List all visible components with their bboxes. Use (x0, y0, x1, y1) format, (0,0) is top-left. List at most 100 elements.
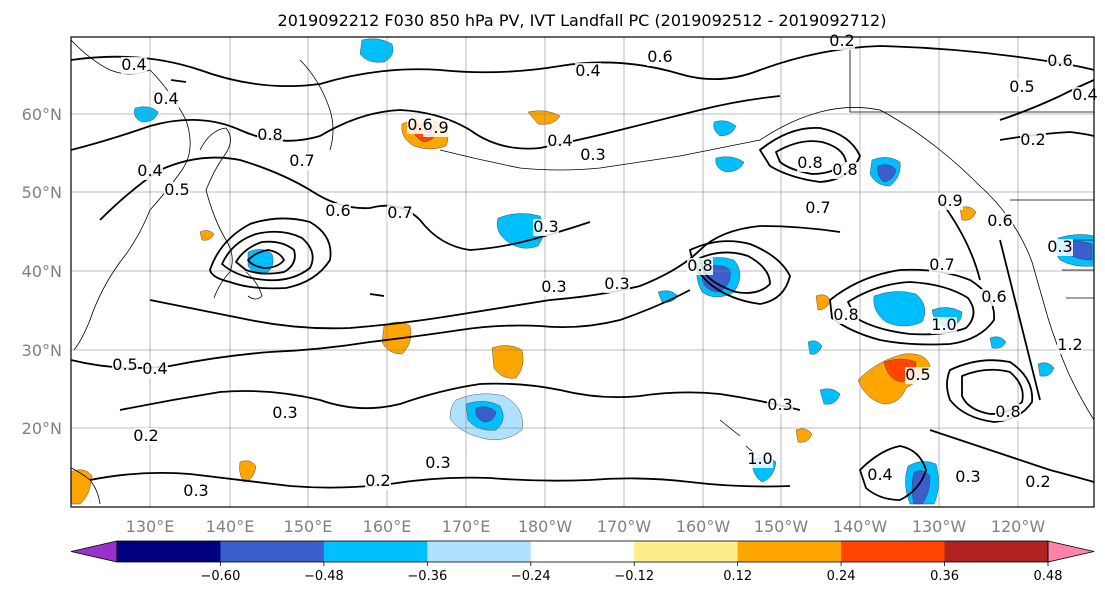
contour-label: 0.7 (289, 151, 314, 170)
colorbar-segment (530, 541, 635, 562)
contour-label-bg (1057, 337, 1083, 354)
ivt-contour-line (859, 445, 927, 501)
contour-label-bg (905, 367, 931, 384)
pv-negative-patch (877, 164, 897, 183)
pv-positive-patch (491, 345, 524, 379)
contour-label: 0.5 (905, 365, 930, 384)
contour-label-bg (183, 483, 209, 500)
lat-label: 40°N (22, 262, 62, 281)
contour-label: 0.8 (257, 125, 282, 144)
contour-label-bg (805, 200, 831, 217)
ivt-contour-line (149, 225, 841, 330)
colorbar-tick-label: −0.12 (614, 569, 654, 584)
contour-label: 0.4 (137, 161, 162, 180)
lon-label: 120°W (991, 517, 1046, 536)
contour-label: 0.8 (995, 402, 1020, 421)
pv-negative-patch (873, 291, 926, 327)
map-frame (70, 36, 1095, 508)
contour-label: 0.2 (365, 471, 390, 490)
contour-label-bg (1020, 132, 1046, 149)
ivt-contour-line (119, 382, 801, 411)
longitude-labels: 130°E 140°E 150°E 160°E 170°E 180°W 170°W 160°W… (126, 517, 1046, 536)
contour-label-bg (112, 357, 138, 374)
lon-label: 150°W (754, 517, 809, 536)
ivt-contour-line (99, 156, 591, 251)
ivt-contour-line (999, 79, 1095, 121)
colorbar-tick-label: −0.36 (407, 569, 447, 584)
contour-label: 0.3 (533, 217, 558, 236)
lon-label: 170°E (442, 517, 491, 536)
colorbar-segment (737, 541, 842, 562)
colorbar-tick-label: 0.12 (723, 569, 752, 584)
contour-label-bg (1025, 474, 1051, 491)
contour-label-bg (1072, 87, 1098, 104)
map-title: 2019092212 F030 850 hPa PV, IVT Landfall… (278, 11, 887, 30)
contour-label: 0.3 (425, 453, 450, 472)
contour-labels: 0.40.40.40.50.60.70.8 0.90.60.70.40.30.30… (112, 31, 1098, 500)
contour-label-bg (937, 193, 963, 210)
contour-label-bg (833, 307, 859, 324)
contour-label: 0.7 (929, 255, 954, 274)
contour-label: 0.4 (153, 89, 178, 108)
contour-label-bg (931, 317, 957, 334)
contour-label-bg (153, 91, 179, 108)
colorbar-segment (220, 541, 325, 562)
contour-label: 0.3 (1047, 237, 1072, 256)
colorbar-segment (944, 541, 1049, 562)
contour-label-bg (289, 153, 315, 170)
colorbar-extend-high (1047, 540, 1095, 563)
contour-label: 0.8 (832, 160, 857, 179)
contour-label: 0.8 (833, 305, 858, 324)
pv-positive-patch (70, 469, 93, 505)
contour-label: 0.6 (987, 211, 1012, 230)
contour-label: 0.3 (767, 395, 792, 414)
contour-label: 0.3 (604, 274, 629, 293)
colorbar: −0.60 −0.48 −0.36 −0.24 −0.12 0.12 0.24 0.36 0.4… (70, 540, 1095, 584)
contour-label-bg (272, 405, 298, 422)
coastline (849, 40, 1094, 113)
contour-label-bg (133, 428, 159, 445)
pv-positive-patch (239, 460, 257, 483)
contour-label: 0.2 (133, 426, 158, 445)
contour-label: 0.4 (575, 61, 600, 80)
contour-label: 0.5 (164, 180, 189, 199)
contour-label: 0.5 (112, 355, 137, 374)
contour-label-bg (121, 57, 147, 74)
contour-label-bg (142, 361, 168, 378)
colorbar-segment (841, 541, 946, 562)
contour-label: 0.3 (955, 467, 980, 486)
contour-label-bg (407, 117, 433, 134)
contour-label-bg (647, 49, 673, 66)
map-panel: 0.40.40.40.50.60.70.8 0.90.60.70.40.30.30… (70, 31, 1098, 508)
contour-label-bg (387, 205, 413, 222)
contour-label: 0.6 (647, 47, 672, 66)
contour-label: 0.6 (1047, 51, 1072, 70)
contour-label: 0.4 (142, 359, 167, 378)
pv-negative-patch (911, 470, 931, 505)
colorbar-tick-label: 0.36 (930, 569, 959, 584)
contour-label: 0.8 (797, 153, 822, 172)
contour-label: 0.9 (937, 191, 962, 210)
coastline (1009, 219, 1095, 421)
ivt-contour-line (961, 368, 1024, 415)
ivt-contour-line (235, 240, 296, 275)
latitude-labels: 60°N 50°N 40°N 30°N 20°N (22, 105, 62, 438)
lon-label: 130°W (912, 517, 967, 536)
colorbar-tick-label: −0.48 (304, 569, 344, 584)
lon-label: 140°E (206, 517, 255, 536)
contour-label-bg (747, 451, 773, 468)
contour-label-bg (955, 469, 981, 486)
ivt-contour-line (89, 471, 791, 489)
contour-label: 0.6 (981, 287, 1006, 306)
lat-label: 30°N (22, 341, 62, 360)
contour-label-bg (365, 473, 391, 490)
colorbar-extend-low (70, 540, 118, 563)
pv-negative-patch (359, 38, 394, 63)
ivt-contour-line (369, 293, 385, 297)
ivt-contour-line (70, 45, 1095, 88)
contour-label: 0.3 (272, 403, 297, 422)
contour-label-bg (541, 279, 567, 296)
contour-label: 0.6 (325, 201, 350, 220)
pv-positive-patch (795, 428, 813, 443)
